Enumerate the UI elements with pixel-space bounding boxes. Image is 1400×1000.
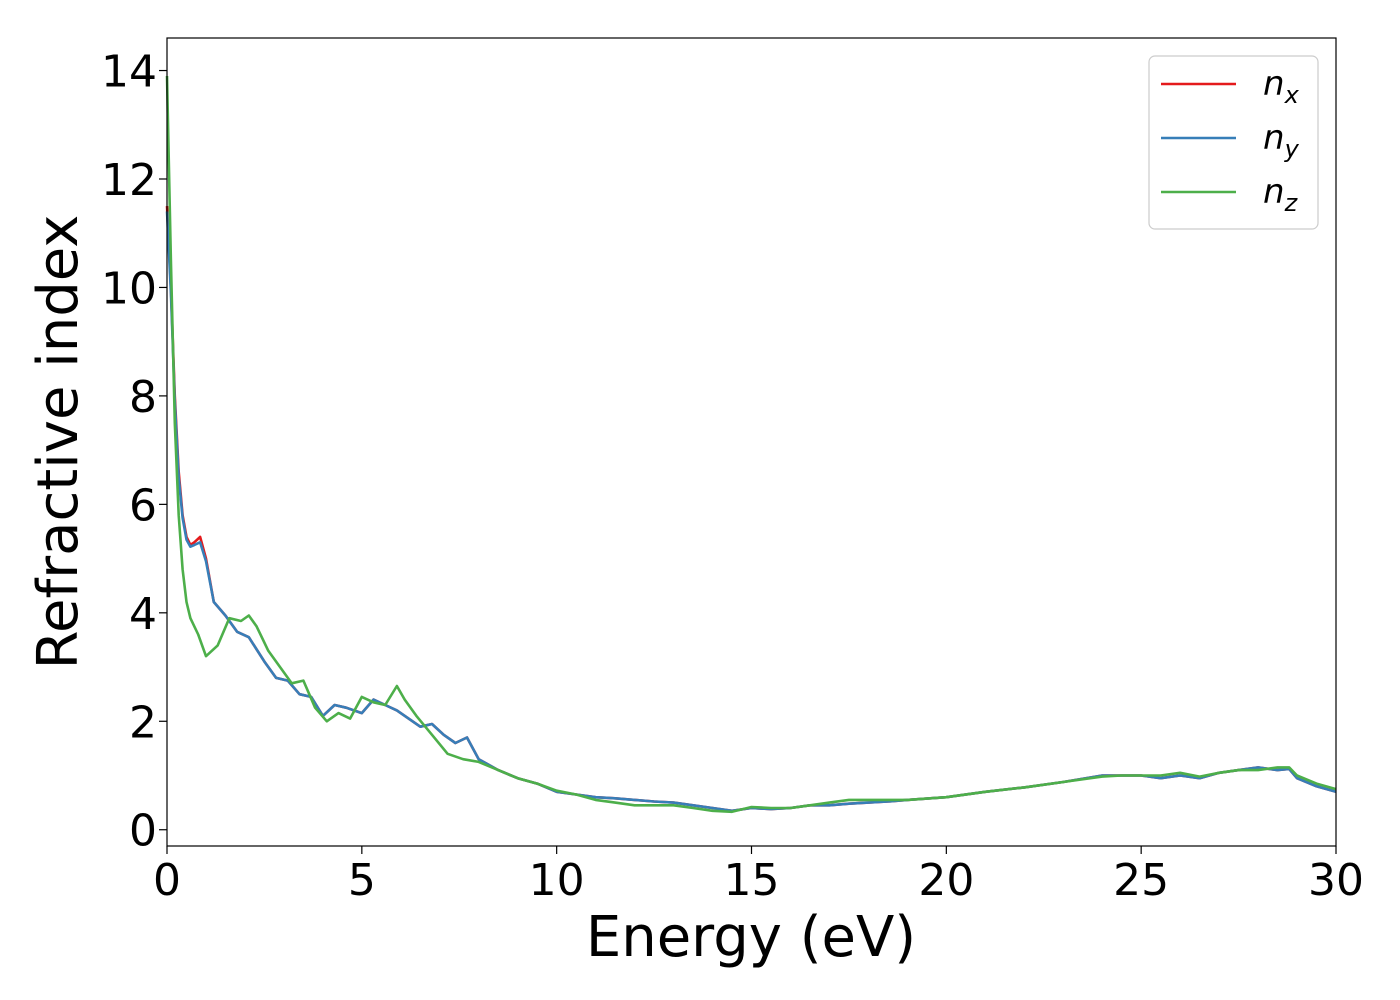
legend-label-x: nx (1263, 64, 1300, 109)
series-layer (165, 75, 1337, 814)
y-axis-ticks: 0 2 4 6 8 10 12 14 (101, 47, 167, 857)
legend-box (1148, 55, 1319, 230)
x-tick-label: 30 (1308, 855, 1364, 906)
y-tick-label: 10 (101, 263, 157, 314)
y-tick-label: 4 (129, 589, 157, 640)
x-axis-title: Energy (eV) (586, 905, 916, 970)
series-line-z (165, 75, 1337, 814)
x-axis-ticks: 0 5 10 15 20 25 30 (153, 846, 1364, 906)
x-tick-label: 5 (348, 855, 376, 906)
x-tick-label: 20 (918, 855, 974, 906)
x-tick-label: 0 (153, 855, 181, 906)
y-tick-label: 0 (129, 806, 157, 857)
y-tick-label: 14 (101, 47, 157, 98)
x-tick-label: 10 (529, 855, 585, 906)
y-tick-label: 6 (129, 480, 157, 531)
y-tick-label: 2 (129, 697, 157, 748)
y-axis-title: Refractive index (26, 215, 91, 670)
y-tick-label: 8 (129, 372, 157, 423)
x-tick-label: 15 (724, 855, 780, 906)
legend-label-y: ny (1263, 118, 1300, 163)
y-tick-label: 12 (101, 155, 157, 206)
legend: nx ny nz (1148, 55, 1319, 230)
legend-label-z: nz (1263, 172, 1299, 217)
x-tick-label: 25 (1113, 855, 1169, 906)
